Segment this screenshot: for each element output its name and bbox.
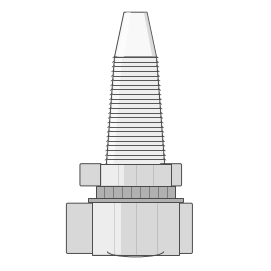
- Polygon shape: [114, 12, 157, 57]
- Polygon shape: [117, 12, 131, 57]
- Polygon shape: [108, 57, 122, 164]
- Bar: [100, 164, 171, 186]
- Bar: [95, 186, 175, 198]
- Bar: [92, 202, 179, 255]
- FancyBboxPatch shape: [160, 164, 182, 186]
- FancyBboxPatch shape: [165, 203, 192, 253]
- Bar: [102, 165, 124, 185]
- Polygon shape: [144, 12, 157, 57]
- FancyBboxPatch shape: [66, 203, 93, 253]
- Bar: [93, 203, 121, 254]
- Polygon shape: [106, 57, 165, 164]
- FancyBboxPatch shape: [80, 164, 102, 186]
- Bar: [88, 198, 183, 202]
